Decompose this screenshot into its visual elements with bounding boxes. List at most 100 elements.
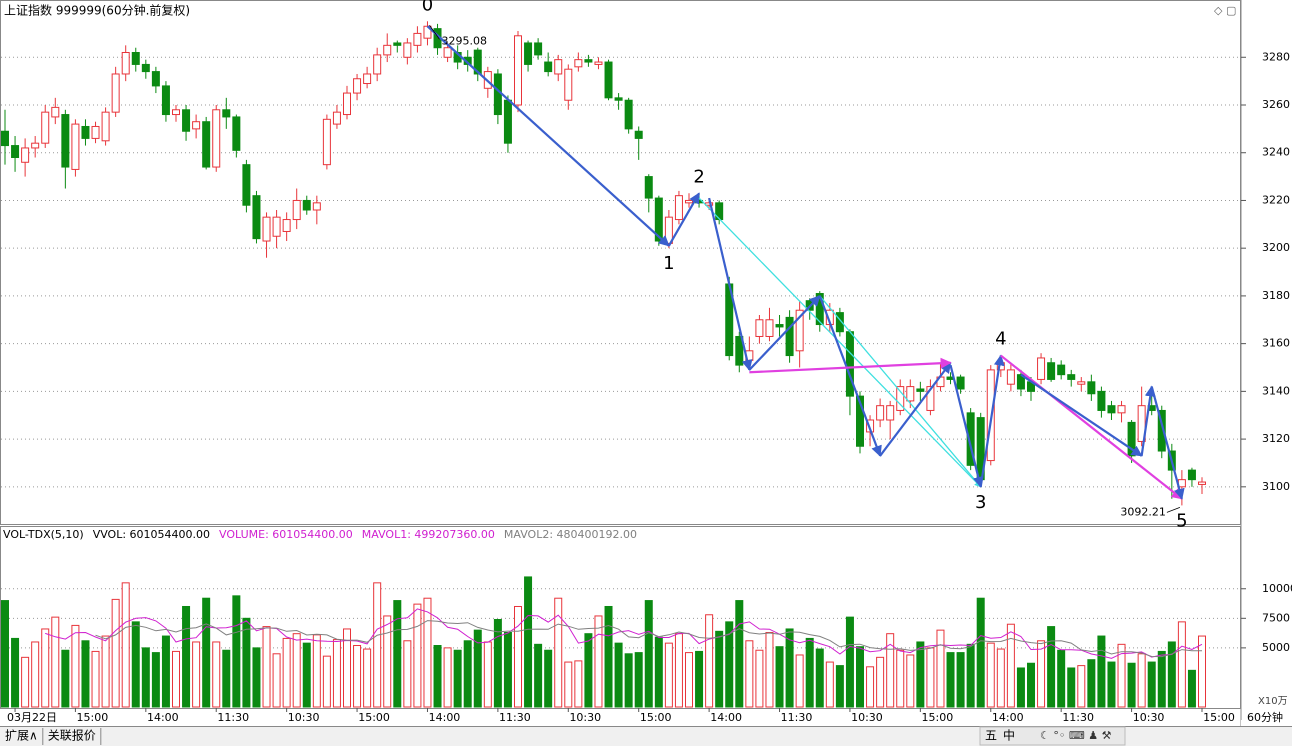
x-tick-label: 11:30 (1062, 711, 1094, 724)
x-tick-label: 11:30 (217, 711, 249, 724)
candle-body (493, 73, 502, 116)
candle-body (282, 219, 291, 232)
volume-bar (785, 628, 794, 708)
volume-bar (725, 621, 734, 708)
candle-body (1057, 364, 1066, 376)
volume-bar (332, 639, 341, 708)
volume-bar (926, 647, 935, 708)
x-tick-label: 15:00 (922, 711, 954, 724)
tab-label: 关联报价 (48, 728, 96, 743)
candle-body (1157, 409, 1166, 452)
candle-body (785, 316, 794, 357)
volume-bar (393, 600, 402, 708)
volume-bar (584, 633, 593, 708)
candle-body (1047, 362, 1056, 380)
volume-bar (111, 598, 120, 708)
candle-body (674, 195, 683, 221)
trend-line (748, 295, 821, 371)
toolbar-button[interactable]: 中 (1003, 728, 1015, 743)
tab[interactable]: 关联报价 (48, 728, 102, 746)
volume-bar (61, 649, 70, 708)
candle-body (332, 111, 341, 125)
candle-body (856, 395, 864, 447)
trend-line (667, 192, 701, 247)
trend-line (819, 295, 982, 488)
candle-body (343, 92, 351, 116)
toolbar-button[interactable]: 五 (985, 729, 997, 743)
volume-bar (695, 650, 704, 708)
volume-bar (966, 643, 975, 708)
x-tick-label: 10:30 (288, 711, 320, 724)
wave-label: 4 (995, 329, 1006, 350)
trend-line (879, 361, 952, 457)
x-tick-label: 14:00 (710, 711, 742, 724)
volume-bar (232, 595, 241, 708)
volume-bar (815, 648, 824, 708)
x-tick-label: 15:00 (1203, 711, 1235, 724)
volume-bar (876, 656, 885, 708)
candle-body (393, 42, 402, 46)
price-label: 3092.21 (1120, 505, 1166, 518)
x-tick-label: 14:00 (992, 711, 1024, 724)
y-tick-label: 5000 (1262, 641, 1290, 654)
icon[interactable]: ◇ ▢ (1214, 4, 1236, 17)
candle-body (1107, 405, 1116, 414)
candle-body (886, 405, 895, 421)
candle-body (956, 376, 965, 390)
candle-body (161, 85, 170, 116)
volume-bar (845, 616, 854, 708)
volume-bar (282, 637, 291, 708)
volume-bar (51, 616, 60, 708)
candle-body (614, 97, 623, 101)
candle-body (1137, 405, 1146, 442)
trend-line (426, 25, 670, 247)
wave-label: 5 (1176, 510, 1187, 531)
volume-bar (192, 641, 201, 708)
candle-body (1198, 481, 1206, 485)
volume-bar (795, 654, 804, 708)
trend-line (1000, 354, 1183, 500)
y-tick-label: 3220 (1262, 193, 1290, 206)
candle-body (775, 324, 784, 328)
volume-bar (272, 653, 281, 708)
tab[interactable]: 扩展∧ (5, 728, 44, 745)
volume-bar (81, 640, 90, 708)
candle-body (111, 73, 120, 113)
price-pointer (1166, 507, 1181, 513)
volume-bar (1177, 621, 1186, 708)
trend-line (949, 364, 984, 488)
toolbar-icons[interactable]: ☾ °◦ ⌨ ♟ ⚒ (1040, 729, 1112, 742)
x-tick-label: 14:00 (147, 711, 179, 724)
candle-body (91, 125, 100, 139)
candle-body (514, 35, 522, 106)
candle-body (363, 73, 372, 85)
candle-body (353, 78, 362, 94)
volume-bar (503, 632, 512, 708)
candle-body (1037, 357, 1046, 380)
y-tick-label: 3120 (1262, 432, 1290, 445)
volume-bar (443, 647, 452, 708)
volume-bar (1167, 641, 1176, 708)
candle-body (182, 109, 191, 132)
x-tick-label: 10:30 (1133, 711, 1165, 724)
volume-bar (202, 597, 211, 708)
candle-body (403, 42, 412, 58)
indicator-label: VVOL: 601054400.00 (93, 528, 210, 541)
candle-body (906, 386, 915, 402)
y-tick-label: 3160 (1262, 337, 1290, 350)
volume-bar (906, 654, 915, 708)
candle-body (121, 52, 130, 75)
candle-body (272, 216, 281, 237)
volume-bar (1187, 669, 1196, 708)
trend-line (818, 295, 882, 457)
candle-body (443, 47, 452, 58)
indicator-label: MAVOL1: 499207360.00 (362, 528, 495, 541)
volume-bar (1127, 662, 1136, 708)
x-tick-label: 11:30 (781, 711, 813, 724)
candle-body (1, 130, 9, 147)
volume-bar (252, 647, 261, 708)
y-tick-label: 7500 (1262, 611, 1290, 624)
candle-body (61, 114, 70, 168)
mavol-line (95, 620, 1202, 658)
